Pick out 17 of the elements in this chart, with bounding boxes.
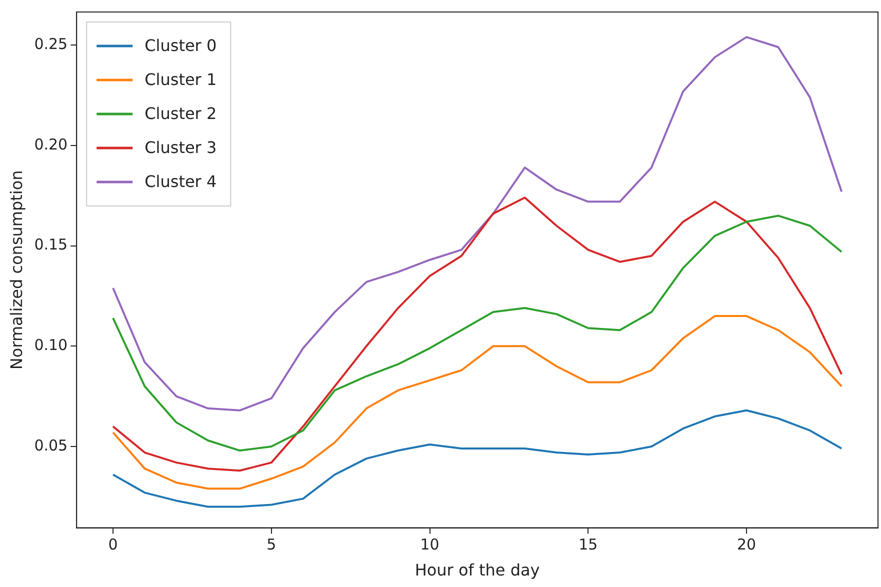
- x-tick-label: 5: [266, 536, 276, 554]
- y-tick-label: 0.05: [34, 436, 68, 454]
- legend-label: Cluster 2: [144, 104, 217, 124]
- x-tick-label: 10: [420, 536, 440, 554]
- y-tick-label: 0.10: [34, 336, 68, 354]
- y-axis-title: Normalized consumption: [6, 170, 26, 370]
- legend-label: Cluster 0: [144, 36, 217, 56]
- x-tick-label: 15: [578, 536, 598, 554]
- legend-label: Cluster 1: [144, 70, 217, 90]
- y-tick-label: 0.20: [34, 135, 68, 154]
- x-tick-label: 20: [737, 536, 756, 554]
- y-tick-label: 0.25: [34, 35, 68, 54]
- x-tick-label: 0: [108, 536, 118, 554]
- legend-label: Cluster 3: [144, 138, 217, 158]
- legend-label: Cluster 4: [144, 172, 217, 192]
- y-tick-label: 0.15: [34, 236, 68, 254]
- x-axis-title: Hour of the day: [414, 560, 540, 580]
